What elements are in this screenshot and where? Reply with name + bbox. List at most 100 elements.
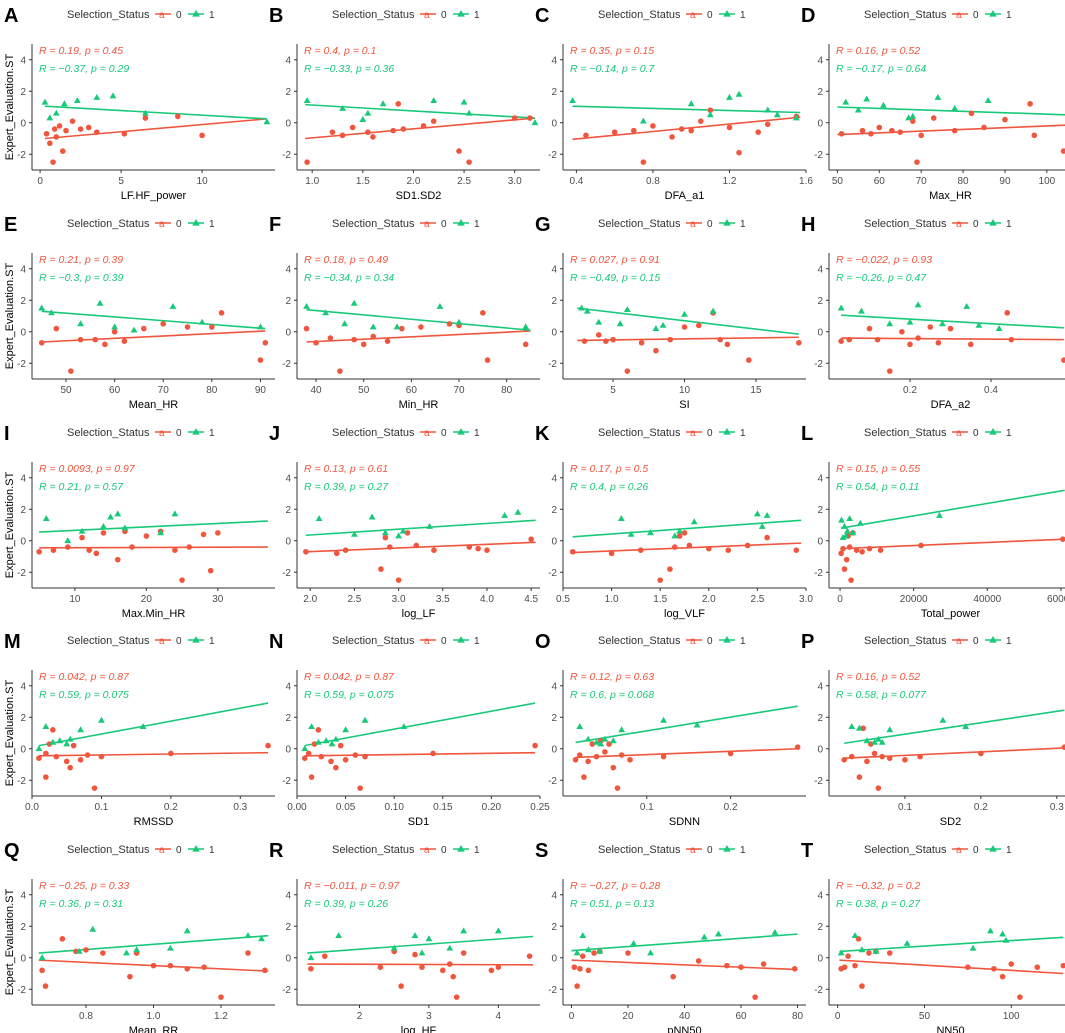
point-group0 [511, 115, 518, 121]
point-group1 [123, 949, 130, 956]
point-group0 [726, 124, 733, 131]
x-tick-label: 0.4 [984, 385, 998, 396]
point-group0 [738, 964, 744, 970]
point-group1 [843, 527, 851, 534]
x-tick-label: 4.0 [480, 594, 494, 605]
y-tick-label: 4 [285, 473, 291, 484]
stats-group1: R = 0.58, p = 0.077 [836, 689, 927, 701]
stats-group0: R = 0.21, p = 0.39 [39, 254, 123, 266]
point-group0 [186, 544, 193, 550]
point-group0 [907, 341, 913, 348]
point-group0 [143, 533, 150, 539]
y-tick-label: -2 [814, 776, 823, 787]
legend-key-1: 1 [740, 636, 746, 647]
legend-key-1: 1 [209, 845, 215, 856]
point-group0 [678, 126, 685, 132]
legend-glyph-0: a [690, 845, 696, 856]
point-group0 [875, 785, 882, 791]
point-group1 [514, 508, 522, 515]
x-tick-label: 80 [958, 176, 970, 187]
point-group0 [342, 756, 349, 763]
y-tick-label: 0 [20, 744, 26, 755]
legend-key-1: 1 [209, 428, 215, 439]
point-group1 [98, 716, 105, 723]
legend-glyph-0: a [424, 636, 430, 647]
point-group0 [100, 950, 106, 956]
stats-group1: R = −0.26, p = 0.47 [836, 272, 927, 284]
point-group1 [522, 323, 530, 330]
point-group0 [670, 973, 676, 980]
point-group0 [127, 973, 133, 980]
point-group0 [1027, 101, 1033, 107]
y-tick-label: 0 [285, 536, 291, 547]
point-group0 [321, 953, 328, 959]
x-tick-label: 60 [109, 385, 121, 396]
point-group0 [265, 742, 271, 749]
point-group0 [315, 727, 322, 733]
stats-group0: R = 0.18, p = 0.49 [304, 254, 388, 266]
legend-key-1: 1 [1006, 219, 1012, 230]
point-group1 [846, 515, 854, 522]
y-tick-label: 2 [817, 505, 823, 516]
y-axis-label: Expert_Evaluation.ST [4, 889, 16, 996]
point-group0 [589, 741, 596, 747]
point-group1 [258, 935, 265, 942]
y-tick-label: -2 [548, 985, 557, 996]
legend-glyph-1 [723, 428, 731, 435]
point-group0 [845, 953, 851, 959]
point-group1 [303, 302, 310, 309]
x-tick-label: 3.0 [392, 594, 406, 605]
point-group0 [585, 758, 591, 765]
point-group0 [53, 325, 60, 332]
fit-line-1 [38, 702, 269, 747]
point-group1 [109, 92, 117, 99]
point-group1 [46, 114, 54, 121]
point-group0 [581, 338, 588, 345]
point-group1 [771, 928, 779, 935]
point-group0 [466, 159, 472, 165]
point-group0 [660, 753, 667, 760]
point-group0 [360, 341, 367, 348]
legend-title: Selection_Status [332, 635, 415, 647]
point-group1 [314, 738, 322, 745]
point-group0 [100, 530, 107, 536]
fit-line-0 [571, 959, 798, 971]
y-tick-label: 2 [285, 296, 291, 307]
point-group0 [840, 545, 846, 552]
point-group0 [43, 750, 49, 757]
point-group1 [939, 716, 947, 723]
point-group1 [838, 516, 845, 523]
fit-line-1 [840, 489, 1065, 529]
point-group0 [199, 132, 205, 139]
legend-title: Selection_Status [332, 427, 415, 439]
point-group1 [93, 93, 101, 100]
point-group0 [308, 774, 315, 780]
y-tick-label: 2 [817, 922, 823, 933]
point-group0 [918, 542, 924, 549]
point-group1 [141, 109, 149, 116]
legend-glyph-0: a [956, 636, 962, 647]
stats-group1: R = 0.59, p = 0.075 [304, 689, 394, 701]
legend-key-1: 1 [740, 428, 746, 439]
point-group0 [59, 148, 66, 154]
legend-glyph-0: a [690, 636, 696, 647]
point-group0 [627, 756, 633, 763]
point-group0 [947, 325, 954, 332]
point-group0 [419, 964, 425, 970]
legend-glyph-1 [192, 636, 200, 643]
y-tick-label: 2 [817, 87, 823, 98]
y-tick-label: 4 [285, 681, 291, 692]
point-group1 [89, 925, 97, 932]
x-tick-label: 2 [357, 1011, 363, 1022]
y-tick-label: -2 [17, 568, 26, 579]
point-group1 [48, 309, 55, 316]
fit-line-1 [572, 519, 802, 538]
point-group0 [328, 758, 334, 765]
point-group1 [66, 735, 74, 742]
legend-key-0: 0 [973, 845, 979, 856]
legend-glyph-1 [989, 219, 997, 226]
y-tick-label: -2 [17, 359, 26, 370]
